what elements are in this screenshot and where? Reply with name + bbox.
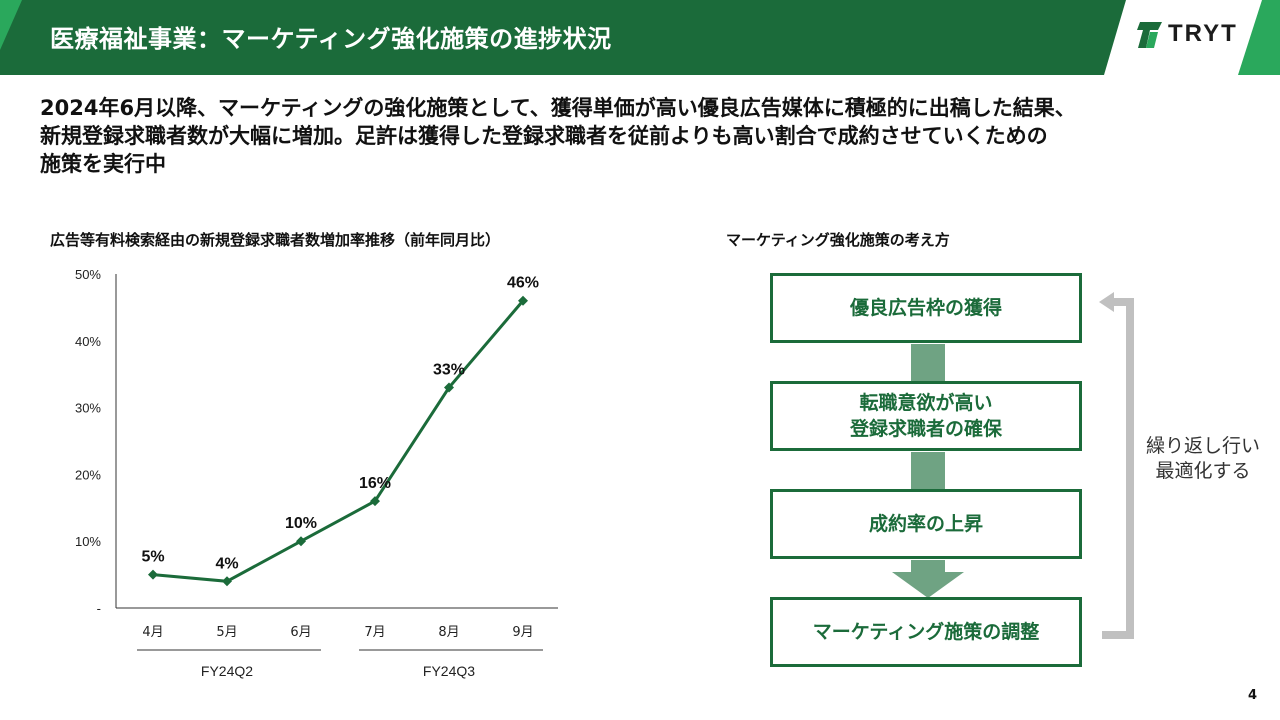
x-tick-label: 6月 bbox=[290, 625, 311, 640]
x-tick-label: 7月 bbox=[364, 625, 385, 640]
flow-step-conversion: 成約率の上昇 bbox=[770, 489, 1082, 559]
y-tick-label: 10% bbox=[75, 534, 101, 549]
concept-title: マーケティング強化施策の考え方 bbox=[726, 231, 950, 249]
data-point bbox=[222, 576, 232, 587]
flow-step-label: 転職意欲が高い bbox=[859, 392, 993, 414]
group-label: FY24Q2 bbox=[201, 663, 253, 679]
flow-step-label: 登録求職者の確保 bbox=[849, 418, 1002, 440]
data-point bbox=[296, 536, 306, 547]
data-point bbox=[444, 382, 454, 393]
data-point bbox=[370, 496, 380, 507]
data-label: 5% bbox=[141, 549, 164, 566]
connector-arrow-3-shaft bbox=[911, 560, 945, 572]
logo-text: TRYT bbox=[1168, 20, 1238, 47]
flow-step-label: 優良広告枠の獲得 bbox=[849, 297, 1002, 319]
connector-arrow-1 bbox=[911, 344, 945, 384]
page-title: 医療福祉事業：マーケティング強化施策の進捗状況 bbox=[50, 25, 612, 53]
summary-line: 施策を実行中 bbox=[40, 152, 166, 176]
x-tick-label: 9月 bbox=[512, 625, 533, 640]
data-point bbox=[148, 569, 158, 580]
data-label: 10% bbox=[285, 515, 317, 532]
loop-arrow-head bbox=[1099, 292, 1114, 312]
flow-step-label: 成約率の上昇 bbox=[868, 513, 983, 535]
x-tick-label: 5月 bbox=[216, 625, 237, 640]
data-label: 4% bbox=[215, 555, 238, 572]
y-tick-label: 30% bbox=[75, 401, 101, 416]
flow-step-job-seekers: 転職意欲が高い 登録求職者の確保 bbox=[770, 381, 1082, 451]
x-tick-label: 8月 bbox=[438, 625, 459, 640]
flow-step-label: マーケティング施策の調整 bbox=[812, 621, 1040, 643]
data-label: 16% bbox=[359, 475, 391, 492]
y-tick-label: - bbox=[97, 601, 101, 616]
flow-arrows bbox=[892, 292, 1134, 639]
y-tick-label: 20% bbox=[75, 467, 101, 482]
data-label: 46% bbox=[507, 275, 539, 292]
flow-step-adjustment: マーケティング施策の調整 bbox=[770, 597, 1082, 667]
series-line bbox=[152, 299, 525, 583]
chart-title: 広告等有料検索経由の新規登録求職者数増加率推移（前年同月比） bbox=[50, 231, 501, 249]
connector-arrow-3-head bbox=[892, 572, 964, 598]
tryt-logo bbox=[1137, 22, 1162, 48]
header-bar bbox=[0, 0, 1280, 75]
summary-line: 2024年6月以降、マーケティングの強化施策として、獲得単価が高い優良広告媒体に… bbox=[40, 96, 1076, 120]
y-tick-label: 50% bbox=[75, 267, 101, 282]
data-label: 33% bbox=[433, 362, 465, 379]
connector-arrow-2 bbox=[911, 452, 945, 492]
x-tick-label: 4月 bbox=[142, 625, 163, 640]
summary-text: 2024年6月以降、マーケティングの強化施策として、獲得単価が高い優良広告媒体に… bbox=[40, 94, 1250, 178]
y-tick-label: 40% bbox=[75, 334, 101, 349]
page-number: 4 bbox=[1248, 688, 1258, 703]
group-label: FY24Q3 bbox=[423, 663, 475, 679]
loop-label-line: 最適化する bbox=[1155, 460, 1251, 482]
loop-label-line: 繰り返し行い bbox=[1145, 435, 1260, 457]
loop-label: 繰り返し行い 最適化する bbox=[1134, 434, 1272, 484]
growth-rate-line-chart: - 10% 20% 30% 40% 50% 4月 5月 6月 7月 8月 9月 FY24Q2 FY24Q3… bbox=[75, 267, 558, 679]
data-point bbox=[518, 295, 528, 306]
flow-step-ad-slot: 優良広告枠の獲得 bbox=[770, 273, 1082, 343]
summary-line: 新規登録求職者数が大幅に増加。足許は獲得した登録求職者を従前よりも高い割合で成約… bbox=[40, 124, 1048, 148]
loop-bracket bbox=[1102, 298, 1134, 639]
